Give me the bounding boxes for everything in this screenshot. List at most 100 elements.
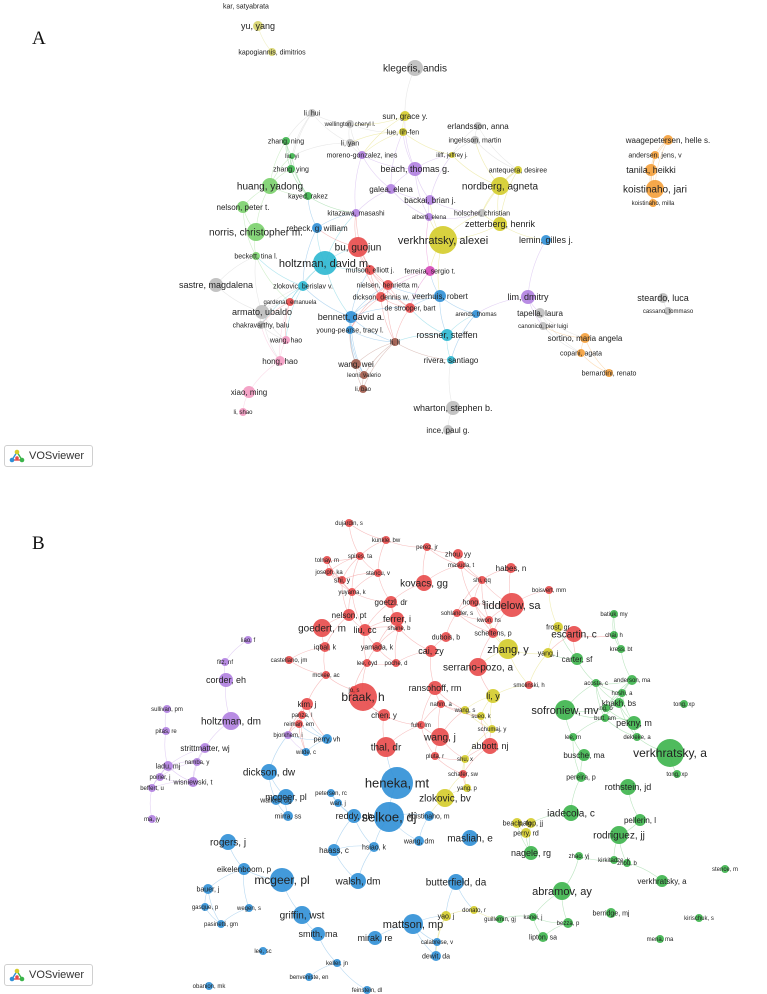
network-b-node[interactable]: [459, 770, 467, 778]
network-b-node[interactable]: [500, 593, 524, 617]
network-b-node[interactable]: [350, 873, 366, 889]
network-a-node[interactable]: [365, 265, 375, 275]
network-b-node[interactable]: [441, 911, 451, 921]
network-b-node[interactable]: [469, 597, 479, 607]
network-b-node[interactable]: [627, 675, 637, 685]
network-b-node[interactable]: [428, 681, 442, 695]
network-b-node[interactable]: [378, 709, 390, 721]
network-b-node[interactable]: [381, 767, 413, 799]
network-b-node[interactable]: [372, 642, 382, 652]
network-b-node[interactable]: [333, 959, 341, 967]
network-b-node[interactable]: [592, 679, 600, 687]
network-b-node[interactable]: [345, 519, 353, 527]
network-a-node[interactable]: [252, 252, 260, 260]
network-b-node[interactable]: [201, 903, 209, 911]
network-a-node[interactable]: [429, 226, 457, 254]
network-a-node[interactable]: [391, 338, 399, 346]
network-b-node[interactable]: [376, 737, 396, 757]
network-b-node[interactable]: [721, 865, 729, 873]
network-a-node[interactable]: [348, 237, 368, 257]
network-b-node[interactable]: [395, 624, 403, 632]
network-a-node[interactable]: [514, 166, 522, 174]
network-b-node[interactable]: [656, 935, 664, 943]
network-a-node[interactable]: [539, 322, 547, 330]
network-b-node[interactable]: [259, 947, 267, 955]
network-b-node[interactable]: [431, 951, 441, 961]
network-a-node[interactable]: [535, 308, 545, 318]
network-a-node[interactable]: [493, 217, 507, 231]
network-b-node[interactable]: [385, 596, 397, 608]
network-b-node[interactable]: [313, 619, 331, 637]
network-a-node[interactable]: [346, 120, 354, 128]
network-b-node[interactable]: [553, 622, 563, 632]
network-b-node[interactable]: [320, 642, 330, 652]
network-b-node[interactable]: [431, 728, 449, 746]
network-b-node[interactable]: [453, 609, 461, 617]
network-b-node[interactable]: [369, 842, 379, 852]
network-a-node[interactable]: [253, 21, 263, 31]
network-b-node[interactable]: [623, 859, 631, 867]
network-map-b-svg[interactable]: dujardin, s kunkle, bw perez, jr zhou, yy to…: [0, 497, 767, 994]
network-b-node[interactable]: [338, 576, 346, 584]
network-b-node[interactable]: [363, 659, 371, 667]
network-b-node[interactable]: [634, 814, 646, 826]
network-b-node[interactable]: [553, 882, 571, 900]
network-b-node[interactable]: [602, 704, 610, 712]
network-b-node[interactable]: [347, 809, 361, 823]
network-b-node[interactable]: [618, 689, 626, 697]
network-b-node[interactable]: [563, 918, 573, 928]
network-a-node[interactable]: [447, 356, 455, 364]
vosviewer-badge-a[interactable]: VOSviewer: [4, 445, 94, 467]
network-a-node[interactable]: [645, 164, 657, 176]
network-b-node[interactable]: [382, 536, 390, 544]
network-a-node[interactable]: [345, 311, 357, 323]
network-a-node[interactable]: [491, 177, 509, 195]
network-b-node[interactable]: [322, 671, 330, 679]
network-a-node[interactable]: [605, 369, 613, 377]
network-b-node[interactable]: [506, 563, 516, 573]
network-b-node[interactable]: [545, 586, 553, 594]
network-b-node[interactable]: [453, 549, 463, 559]
network-b-node[interactable]: [302, 748, 310, 756]
network-a-node[interactable]: [425, 266, 435, 276]
network-b-node[interactable]: [163, 705, 171, 713]
network-b-node[interactable]: [566, 626, 582, 642]
network-map-b[interactable]: B dujardin, s kunkle, bw perez, jr zhou, yy…: [0, 497, 767, 994]
network-a-node[interactable]: [286, 298, 294, 306]
network-b-node[interactable]: [614, 698, 624, 708]
network-b-node[interactable]: [284, 731, 292, 739]
network-a-node[interactable]: [275, 356, 285, 366]
network-b-node[interactable]: [368, 931, 382, 945]
network-b-node[interactable]: [278, 789, 294, 805]
network-b-node[interactable]: [148, 784, 156, 792]
network-b-node[interactable]: [423, 543, 431, 551]
network-b-node[interactable]: [323, 556, 331, 564]
network-b-node[interactable]: [348, 588, 356, 596]
network-b-node[interactable]: [488, 725, 496, 733]
network-map-a[interactable]: A kar, satyabrata yu, yang kapogiannis, di…: [0, 0, 767, 497]
network-a-node[interactable]: [289, 153, 295, 159]
network-a-node[interactable]: [346, 139, 354, 147]
network-a-node[interactable]: [376, 292, 386, 302]
network-b-node[interactable]: [482, 738, 498, 754]
network-b-node[interactable]: [271, 795, 281, 805]
network-b-node[interactable]: [188, 777, 198, 787]
network-b-node[interactable]: [238, 863, 250, 875]
network-a-node[interactable]: [443, 425, 453, 435]
network-b-node[interactable]: [610, 631, 618, 639]
network-a-node[interactable]: [646, 180, 664, 198]
network-b-node[interactable]: [437, 700, 445, 708]
network-a-node[interactable]: [304, 192, 312, 200]
network-b-node[interactable]: [498, 639, 518, 659]
network-b-node[interactable]: [470, 906, 478, 914]
network-a-node[interactable]: [664, 307, 672, 315]
network-b-node[interactable]: [485, 616, 493, 624]
network-b-node[interactable]: [431, 752, 439, 760]
network-a-node[interactable]: [239, 408, 247, 416]
network-b-node[interactable]: [220, 834, 236, 850]
network-b-node[interactable]: [425, 645, 437, 657]
network-b-node[interactable]: [322, 734, 332, 744]
network-b-node[interactable]: [298, 711, 306, 719]
network-a-node[interactable]: [474, 122, 482, 130]
network-b-node[interactable]: [578, 749, 590, 761]
